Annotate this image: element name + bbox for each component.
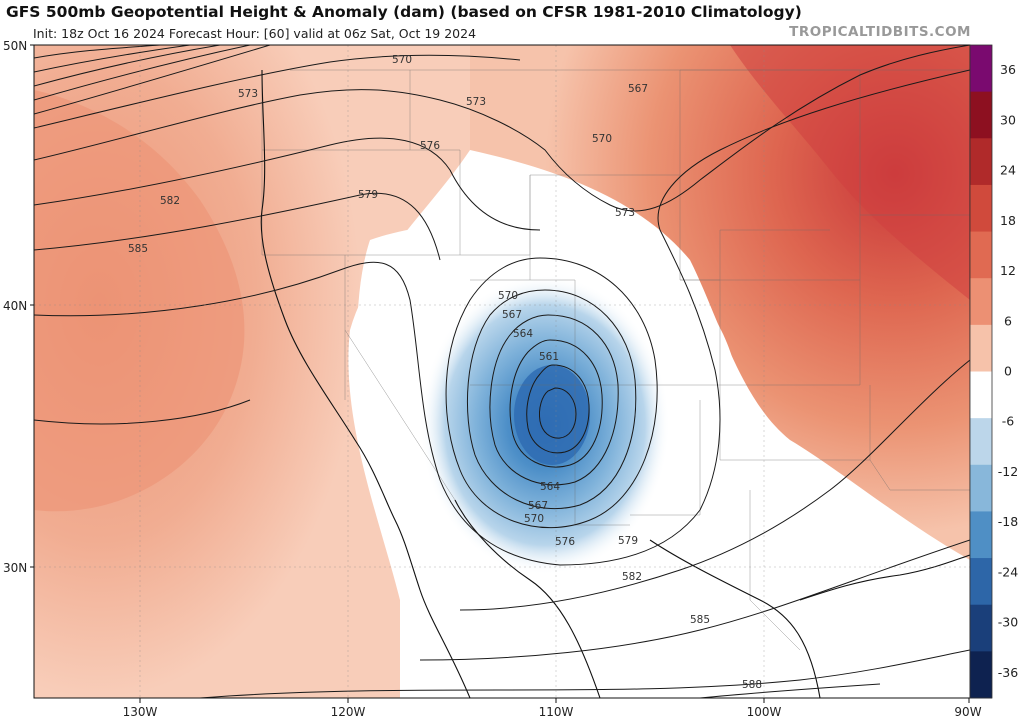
lat-label: 30N [3, 561, 27, 575]
contour-label: 576 [555, 536, 575, 548]
colorbar-swatch [970, 138, 992, 186]
contour-label: 564 [513, 328, 533, 340]
contour-label: 573 [466, 96, 486, 108]
colorbar-label: 12 [1000, 263, 1016, 278]
contour-label: 582 [622, 571, 642, 583]
colorbar-swatch [970, 371, 992, 419]
colorbar-label: 6 [1004, 313, 1012, 328]
contour-label: 570 [524, 513, 544, 525]
colorbar-swatch [970, 418, 992, 466]
colorbar-swatch [970, 604, 992, 652]
run-info: Init: 18z Oct 16 2024 Forecast Hour: [60… [33, 26, 477, 41]
boundaries [261, 69, 970, 651]
contour-label: 588 [742, 679, 762, 691]
lon-axis: 130W 120W 110W 100W 90W [123, 698, 982, 718]
colorbar-label: -24 [998, 564, 1018, 579]
contour-label: 567 [628, 83, 648, 95]
contour-label: 573 [238, 88, 258, 100]
colorbar-label: -18 [998, 514, 1018, 529]
colorbar-swatch [970, 324, 992, 372]
colorbar-swatch [970, 651, 992, 699]
lon-label: 110W [539, 705, 574, 718]
contour-label: 582 [160, 195, 180, 207]
colorbar-swatch [970, 511, 992, 559]
lon-label: 100W [747, 705, 782, 718]
colorbar-label: -36 [998, 665, 1018, 680]
contour-label: 570 [498, 290, 518, 302]
colorbar-swatch [970, 91, 992, 139]
lat-label: 50N [3, 39, 27, 53]
contour-label: 570 [392, 54, 412, 66]
colorbar-label: 24 [1000, 163, 1016, 178]
colorbar-swatch [970, 184, 992, 233]
contour-label: 573 [615, 207, 635, 219]
lat-axis: 50N 40N 30N [3, 39, 34, 575]
map-title: GFS 500mb Geopotential Height & Anomaly … [6, 3, 802, 21]
colorbar-label: 0 [1004, 364, 1012, 379]
colorbar-swatch [970, 231, 992, 279]
colorbar-label: -6 [1002, 414, 1015, 429]
anomaly-colorbar: 36 30 24 18 12 6 0 -6 -12 -18 -24 -30 -36 [969, 44, 1018, 699]
lon-label: 130W [123, 705, 158, 718]
lon-label: 120W [331, 705, 366, 718]
lat-label: 40N [3, 299, 27, 313]
map-field: 570 573 567 573 570 576 579 573 582 585 … [34, 45, 970, 698]
site-watermark: TROPICALTIDBITS.COM [789, 24, 971, 40]
colorbar-label: 30 [1000, 112, 1016, 127]
colorbar-label: -30 [998, 615, 1018, 630]
contour-label: 567 [528, 500, 548, 512]
colorbar-frame [969, 44, 993, 699]
height-contours [34, 45, 970, 698]
colorbar-swatch [970, 558, 992, 606]
lon-label: 90W [954, 705, 981, 718]
contour-labels: 570 573 567 573 570 576 579 573 582 585 … [128, 54, 762, 691]
contour-label: 567 [502, 309, 522, 321]
contour-label: 585 [128, 243, 148, 255]
graticule [34, 45, 970, 698]
coastline [260, 69, 970, 698]
contour-label: 576 [420, 140, 440, 152]
colorbar-label: -12 [998, 464, 1018, 479]
colorbar-swatch [970, 464, 992, 512]
contour-label: 570 [592, 133, 612, 145]
colorbar-label: 36 [1000, 62, 1016, 77]
colorbar-swatch [970, 278, 992, 326]
contour-label: 579 [618, 535, 638, 547]
contour-label: 579 [358, 189, 378, 201]
colorbar-label: 18 [1000, 213, 1016, 228]
contour-label: 564 [540, 481, 560, 493]
contour-label: 561 [539, 351, 559, 363]
colorbar-swatch [970, 45, 992, 93]
contour-label: 585 [690, 614, 710, 626]
